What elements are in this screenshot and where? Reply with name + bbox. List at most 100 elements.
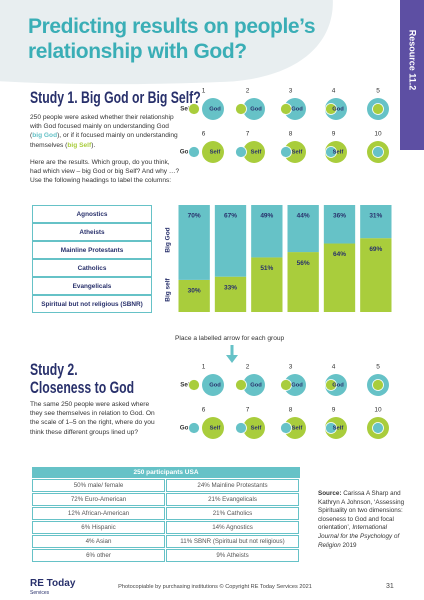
logo-sub: Services	[30, 590, 50, 596]
axis-label: Big self	[165, 277, 172, 301]
bar-segment	[214, 276, 247, 312]
value-label: 64%	[333, 251, 346, 258]
table-title: 250 participants USA	[32, 467, 300, 478]
row-label: Self	[180, 106, 192, 113]
circle-label: Self	[251, 426, 262, 432]
table-cell: 6% Hispanic	[32, 521, 165, 534]
big-circle	[202, 98, 224, 120]
value-label: 70%	[188, 213, 201, 220]
big-circle	[202, 141, 224, 163]
value-label: 44%	[297, 213, 310, 220]
row-label: God	[180, 149, 193, 156]
circle-label: God	[291, 107, 303, 113]
scale-number: 8	[289, 131, 293, 138]
big-circle	[284, 141, 306, 163]
scale-number: 1	[202, 88, 206, 95]
circle-label: God	[332, 383, 344, 389]
side-tab	[400, 0, 424, 150]
value-label: 56%	[297, 260, 310, 267]
circle-label: Self	[210, 150, 221, 156]
intro-part: 250 people were asked whether their rela…	[30, 114, 174, 140]
footer-notice: Photocopiable by purchasing institutions…	[118, 584, 312, 590]
axis-label: Big God	[165, 227, 172, 252]
circle-label: Self	[210, 426, 221, 432]
bar-segment	[323, 243, 356, 312]
intro-part: big God	[32, 132, 58, 140]
bar-segment	[178, 205, 210, 280]
value-label: 36%	[333, 213, 346, 220]
small-circle	[372, 146, 384, 158]
small-circle	[235, 103, 247, 115]
logo: RE Today	[30, 578, 76, 589]
table-cell: 72% Euro-American	[32, 493, 165, 506]
page-title: Predicting results on people’s relations…	[28, 15, 316, 63]
circle-label: Self	[251, 150, 262, 156]
small-circle	[188, 103, 200, 115]
small-circle	[188, 422, 200, 434]
bar-segment	[360, 205, 392, 239]
instruction: Place a labelled arrow for each group	[175, 335, 285, 342]
scale-number: 4	[332, 364, 336, 371]
small-circle	[372, 103, 384, 115]
source-part: Source:	[318, 490, 342, 497]
small-circle	[280, 422, 292, 434]
value-label: 30%	[188, 288, 201, 295]
tab-label: Resource 11.2	[408, 30, 418, 91]
source-part: Carissa A Sharp and Kathryn A Johnson, ‘…	[318, 490, 405, 532]
circle-label: God	[209, 383, 221, 389]
row-label: God	[180, 425, 193, 432]
scale-number: 8	[289, 407, 293, 414]
bar-segment	[251, 257, 283, 312]
small-circle	[325, 422, 337, 434]
table-cell: 11% SBNR (Spiritual but not religious)	[166, 535, 299, 548]
group-heading: Spiritual but not religious (SBNR)	[32, 295, 152, 313]
bar-segment	[360, 238, 392, 312]
small-circle	[325, 103, 337, 115]
big-circle	[243, 374, 265, 396]
table-cell: 50% male/ female	[32, 479, 165, 492]
value-label: 51%	[260, 265, 273, 272]
big-circle	[202, 417, 224, 439]
small-circle	[235, 379, 247, 391]
page-number: 31	[386, 583, 394, 590]
circle-label: God	[209, 107, 221, 113]
scale-number: 9	[332, 407, 336, 414]
value-label: 67%	[224, 213, 237, 220]
source-part: International Journal for the Psychology…	[318, 524, 400, 549]
big-circle	[243, 417, 265, 439]
scale-number: 2	[246, 88, 250, 95]
scale-number: 6	[202, 131, 206, 138]
circle-label: Self	[333, 150, 344, 156]
small-circle	[188, 146, 200, 158]
circle-label: God	[250, 383, 262, 389]
table-cell: 21% Catholics	[166, 507, 299, 520]
small-circle	[372, 379, 384, 391]
bar-segment	[323, 205, 356, 244]
group-heading: Mainline Protestants	[32, 241, 152, 259]
table-cell: 14% Agnostics	[166, 521, 299, 534]
arrow-head	[226, 355, 238, 363]
section-heading: Study 2.	[30, 360, 78, 379]
circle-label: Self	[292, 426, 303, 432]
question-paragraph: Here are the results. Which group, do yo…	[30, 159, 180, 185]
bar-segment	[287, 205, 319, 253]
small-circle	[372, 422, 384, 434]
circle-label: Self	[292, 150, 303, 156]
small-circle	[280, 379, 292, 391]
study2-paragraph: The same 250 people were asked where the…	[30, 401, 155, 436]
group-heading: Catholics	[32, 259, 152, 277]
small-circle	[280, 103, 292, 115]
table-cell: 12% African-American	[32, 507, 165, 520]
small-circle	[188, 379, 200, 391]
group-heading: Agnostics	[32, 205, 152, 223]
small-circle	[325, 146, 337, 158]
small-circle	[325, 379, 337, 391]
circle-label: God	[291, 383, 303, 389]
group-heading: Evangelicals	[32, 277, 152, 295]
circle-label: God	[250, 107, 262, 113]
intro-part: big Self	[67, 141, 92, 149]
big-circle	[284, 98, 306, 120]
big-circle	[284, 374, 306, 396]
